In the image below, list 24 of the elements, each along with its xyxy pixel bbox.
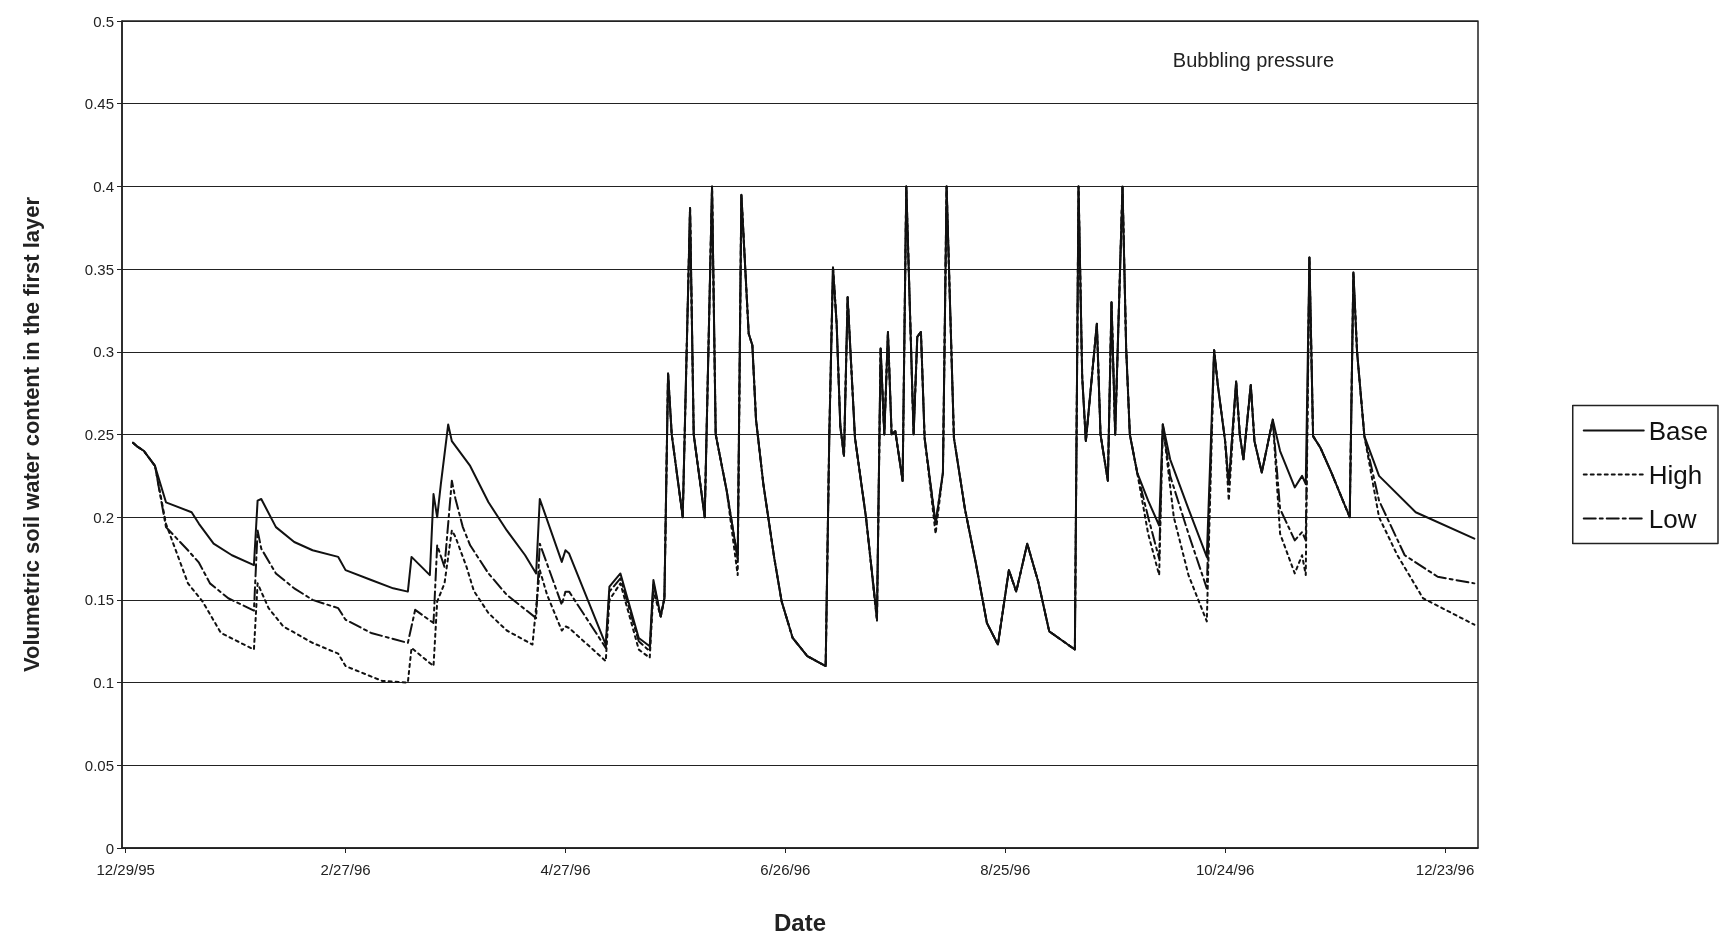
x-tick-label: 12/23/96 — [1415, 861, 1475, 878]
y-tick-label: 0.3 — [93, 343, 114, 361]
y-tick-label: 0.35 — [84, 260, 114, 278]
y-tick-label: 0.4 — [93, 177, 114, 195]
x-tick-label: 4/27/96 — [540, 861, 591, 878]
y-tick-label: 0.05 — [84, 756, 114, 774]
annotation: Bubbling pressure — [1172, 49, 1335, 71]
y-axis-title: Volumetric soil water content in the first layer — [18, 196, 44, 673]
legend-label: Base — [1648, 415, 1708, 446]
y-tick-label: 0.25 — [84, 426, 114, 443]
x-tick-label: 2/27/96 — [320, 861, 371, 878]
x-axis-title: Date — [773, 908, 827, 936]
x-tick-label: 6/26/96 — [760, 861, 811, 878]
y-tick-label: 0.1 — [93, 674, 114, 692]
y-tick-label: 0.15 — [84, 591, 114, 609]
y-tick-label: 0 — [105, 839, 114, 857]
x-tick-label: 10/24/96 — [1195, 861, 1255, 878]
y-tick-label: 0.5 — [93, 12, 114, 30]
legend-label: Low — [1648, 503, 1697, 534]
legend-label: High — [1648, 459, 1703, 490]
x-tick-label: 12/29/95 — [96, 861, 155, 878]
x-tick-label: 8/25/96 — [980, 861, 1031, 878]
y-tick-label: 0.2 — [93, 508, 114, 526]
y-tick-label: 0.45 — [84, 95, 114, 113]
